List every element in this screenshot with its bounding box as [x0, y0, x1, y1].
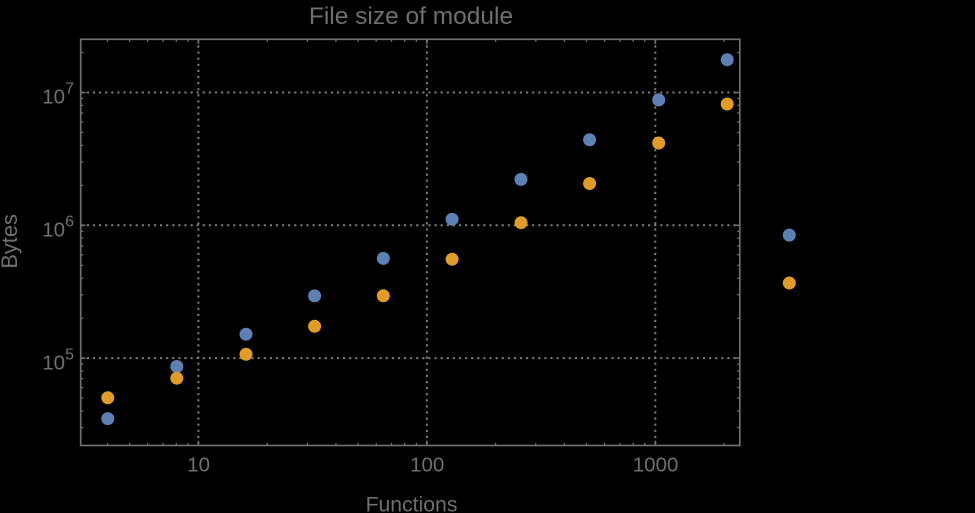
svg-text:File size of module: File size of module	[309, 3, 513, 30]
svg-text:100: 100	[410, 453, 444, 476]
svg-text:106: 106	[42, 214, 74, 242]
svg-text:Functions: Functions	[366, 493, 458, 513]
svg-text:1000: 1000	[633, 453, 679, 476]
svg-text:10: 10	[187, 453, 210, 476]
svg-text:105: 105	[42, 346, 74, 374]
svg-text:Bytes: Bytes	[0, 214, 22, 269]
svg-text:107: 107	[42, 81, 74, 109]
